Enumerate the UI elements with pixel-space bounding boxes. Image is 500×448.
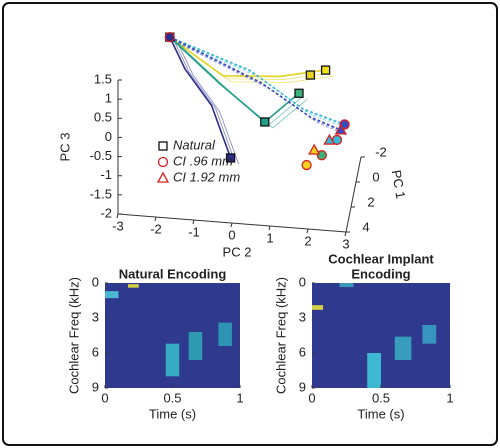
z-tick-label: -0.5	[90, 148, 112, 163]
marker-square	[320, 65, 331, 75]
trajectory	[169, 36, 326, 78]
marker-triangle	[323, 133, 336, 145]
trajectory	[177, 42, 308, 129]
burst	[422, 325, 437, 344]
x-tick-label: 1	[236, 390, 243, 405]
x-tick	[116, 213, 119, 219]
marker-triangle	[156, 171, 170, 183]
z-tick-label: 0.5	[94, 110, 112, 125]
panel-title: Cochlear Implant	[328, 251, 434, 266]
y-tick-label: 3	[299, 309, 306, 324]
y-tick-label: 4	[362, 219, 369, 234]
panel-title: Encoding	[351, 266, 410, 281]
marker-square	[158, 141, 168, 151]
x-axis-label: PC 2	[223, 244, 252, 259]
y-tick-label: 0	[372, 169, 379, 184]
y-tick-label: 3	[92, 309, 99, 324]
x-tick	[306, 228, 309, 234]
burst	[339, 283, 354, 288]
z-tick-label: -1.5	[90, 186, 112, 201]
x-tick-label: -1	[188, 224, 200, 239]
trajectory	[177, 42, 239, 165]
y-tick-label: 6	[299, 344, 306, 359]
burst	[312, 305, 324, 310]
x-axis-label: Time (s)	[357, 406, 404, 421]
y-tick-label: 0	[299, 274, 306, 289]
legend-label: CI .96 mm	[173, 153, 233, 168]
x-tick	[230, 222, 233, 228]
burst	[127, 284, 139, 288]
z-tick-label: 1	[105, 91, 112, 106]
x-tick-label: 0	[101, 390, 108, 405]
x-tick	[192, 219, 195, 225]
trajectory	[177, 42, 349, 137]
marker-circle	[164, 31, 175, 43]
marker-square	[305, 70, 316, 80]
x-tick-label: 3	[342, 236, 349, 251]
x-tick-label: 1	[446, 390, 453, 405]
x-tick-label: 0.5	[372, 390, 390, 405]
z-tick-label: -2	[100, 205, 112, 220]
marker-triangle	[308, 143, 321, 155]
y-axis	[345, 156, 362, 233]
y-tick-label: -2	[375, 144, 387, 159]
x-tick-label: 0	[308, 390, 315, 405]
legend-label: Natural	[173, 137, 216, 152]
marker-square	[225, 153, 236, 163]
burst	[394, 336, 412, 360]
y-tick-label: 9	[92, 379, 99, 394]
z-axis-label: PC 3	[57, 133, 72, 162]
x-tick-label: -3	[112, 218, 124, 233]
z-tick-label: 0	[105, 129, 112, 144]
marker-circle	[316, 150, 327, 161]
panel-title: Natural Encoding	[119, 266, 227, 281]
x-tick	[344, 231, 347, 237]
x-axis-label: Time (s)	[149, 406, 196, 421]
z-tick-label: -1	[100, 167, 112, 182]
burst	[165, 343, 180, 377]
burst	[218, 322, 232, 346]
x-tick-label: -2	[150, 221, 162, 236]
x-tick	[154, 216, 157, 222]
marker-circle	[157, 156, 169, 168]
x-tick	[268, 225, 271, 231]
burst	[367, 353, 381, 388]
x-tick-label: 0	[228, 227, 235, 242]
y-tick-label: 2	[367, 194, 374, 209]
trajectory	[169, 36, 232, 159]
y-tick-label: 0	[92, 274, 99, 289]
marker-square	[260, 117, 270, 127]
y-axis-label: PC 1	[389, 169, 409, 200]
marker-square	[294, 88, 304, 98]
y-tick-label: 9	[299, 379, 306, 394]
x-tick-label: 1	[266, 230, 273, 245]
y-tick-label: 6	[92, 344, 99, 359]
legend-label: CI 1.92 mm	[173, 169, 240, 184]
marker-circle	[301, 159, 312, 171]
z-tick-label: 1.5	[94, 71, 112, 86]
marker-triangle	[334, 123, 347, 135]
x-tick-label: 2	[304, 233, 311, 248]
y-axis-label: Cochlear Freq (kHz)	[66, 277, 81, 394]
burst	[105, 291, 119, 299]
y-axis-label: Cochlear Freq (kHz)	[273, 277, 288, 394]
trajectory	[173, 39, 235, 162]
burst	[188, 332, 203, 360]
x-tick-label: 0.5	[163, 390, 181, 405]
